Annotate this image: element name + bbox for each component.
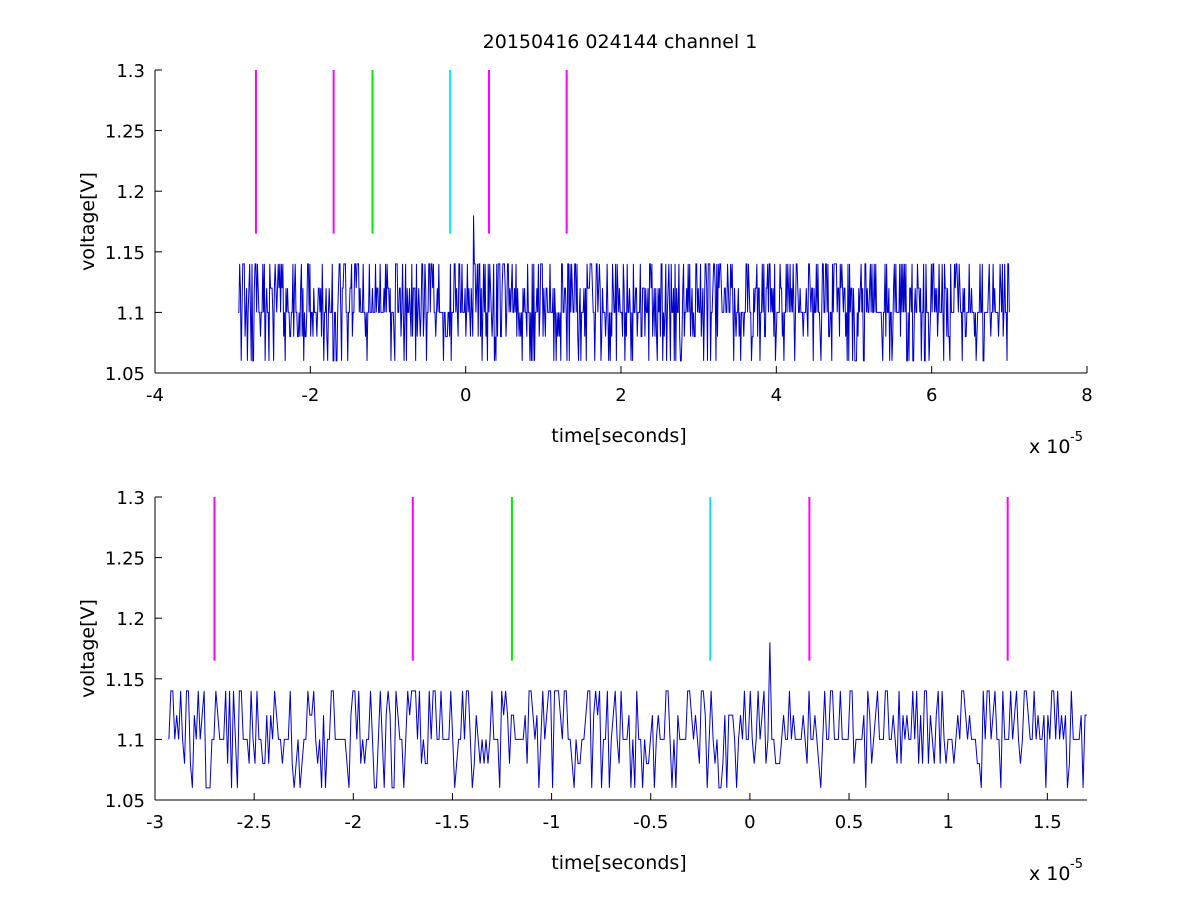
x-tick-label: -3 [146, 812, 164, 833]
y-tick-label: 1.15 [105, 670, 145, 691]
x-exponent: -5 [1070, 430, 1083, 445]
y-tick-label: 1.1 [116, 730, 145, 751]
y-axis-label: voltage[V] [77, 172, 99, 271]
y-tick-label: 1.05 [105, 791, 145, 812]
x-tick-label: 4 [771, 385, 782, 406]
x-tick-label: 0.5 [835, 812, 864, 833]
y-tick-label: 1.2 [116, 609, 145, 630]
x-tick-label: -1 [543, 812, 561, 833]
x-axis-label: time[seconds] [551, 852, 686, 874]
x-tick-label: 1 [942, 812, 953, 833]
x-exponent-label: x 10 [1029, 436, 1070, 458]
y-tick-label: 1.3 [116, 488, 145, 509]
x-tick-label: -0.5 [633, 812, 668, 833]
x-exponent-label: x 10 [1029, 863, 1070, 885]
top-subplot: -4 -2 0 2 4 6 8 1.05 1.1 1.15 1.2 1.25 1.3 time[secon… [77, 61, 1093, 458]
y-tick-label: 1.05 [105, 364, 145, 385]
x-tick-label: -1.5 [435, 812, 470, 833]
y-tick-label: 1.25 [105, 549, 145, 570]
x-tick-label: 2 [615, 385, 626, 406]
x-tick-label: -2 [301, 385, 319, 406]
x-tick-label: 8 [1081, 385, 1092, 406]
figure-title: 20150416 024144 channel 1 [483, 31, 758, 53]
x-axis-label: time[seconds] [551, 425, 686, 447]
y-tick-label: 1.2 [116, 182, 145, 203]
y-tick-label: 1.15 [105, 243, 145, 264]
y-tick-label: 1.25 [105, 122, 145, 143]
x-tick-label: -2 [344, 812, 362, 833]
x-tick-label: 6 [926, 385, 937, 406]
y-axis-label: voltage[V] [77, 599, 99, 698]
voltage-trace [238, 215, 1010, 362]
x-tick-label: 1.5 [1033, 812, 1062, 833]
y-tick-label: 1.3 [116, 61, 145, 82]
x-tick-label: -4 [146, 385, 164, 406]
x-exponent: -5 [1070, 857, 1083, 872]
x-tick-label: 0 [460, 385, 471, 406]
voltage-trace [168, 642, 1087, 789]
x-tick-label: 0 [744, 812, 755, 833]
bottom-subplot: -3 -2.5 -2 -1.5 -1 -0.5 0 0.5 1 1.5 1.05 1.1 1.15 1.2… [77, 488, 1087, 885]
y-tick-label: 1.1 [116, 303, 145, 324]
x-tick-label: -2.5 [237, 812, 272, 833]
